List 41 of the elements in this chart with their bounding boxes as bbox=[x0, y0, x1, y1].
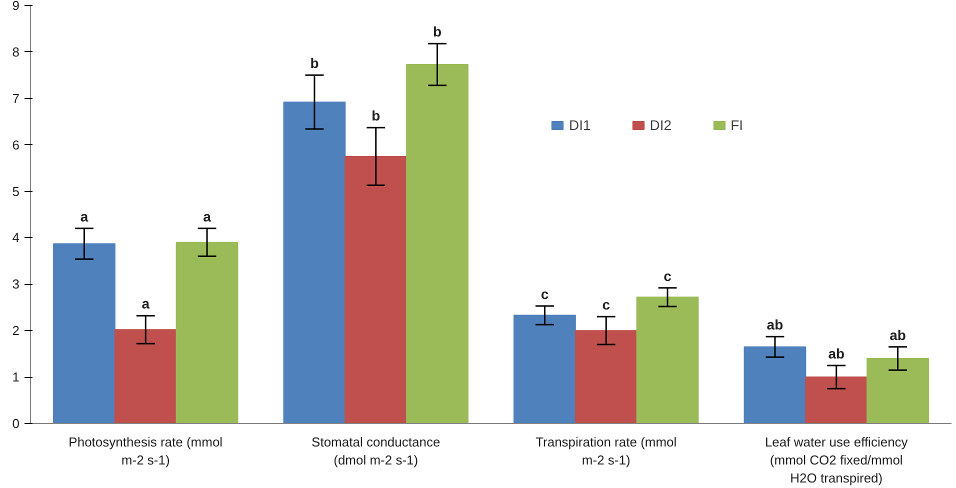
data-label: b bbox=[310, 55, 319, 72]
data-label: ab bbox=[766, 316, 784, 333]
x-tick-label: Leaf water use efficiency (mmol CO2 fixed/mmol H2O transpired) bbox=[764, 434, 908, 486]
legend-label: DI1 bbox=[569, 117, 591, 133]
y-tick-label: 3 bbox=[12, 276, 20, 292]
data-label: c bbox=[602, 296, 610, 313]
y-tick-label: 4 bbox=[12, 230, 20, 246]
data-label: c bbox=[664, 268, 672, 284]
bar bbox=[805, 376, 868, 424]
y-tick-label: 0 bbox=[12, 416, 20, 431]
data-label: b bbox=[433, 24, 442, 40]
bar bbox=[866, 358, 929, 424]
data-label: a bbox=[142, 296, 150, 312]
bar bbox=[344, 156, 408, 424]
bar bbox=[406, 64, 468, 424]
bar bbox=[283, 102, 346, 424]
data-label: a bbox=[203, 208, 212, 224]
y-tick-label: 7 bbox=[12, 90, 20, 106]
bar bbox=[176, 242, 238, 424]
y-tick-label: 8 bbox=[12, 44, 20, 60]
data-label: b bbox=[372, 108, 380, 124]
legend-label: DI2 bbox=[650, 117, 672, 133]
y-tick-label: 1 bbox=[12, 370, 20, 385]
x-tick-label: Transpiration rate (mmol m-2 s-1) bbox=[536, 434, 677, 468]
y-tick-label: 6 bbox=[12, 137, 20, 152]
bar bbox=[514, 314, 576, 424]
bar bbox=[574, 330, 638, 424]
legend-label: FI bbox=[730, 117, 744, 133]
x-tick-label: Stomatal conductance (dmol m-2 s-1) bbox=[312, 434, 440, 468]
y-tick-label: 5 bbox=[12, 184, 20, 199]
bar bbox=[744, 346, 806, 424]
data-label: ab bbox=[828, 345, 845, 362]
x-tick-label: Photosynthesis rate (mmol m-2 s-1) bbox=[68, 434, 223, 468]
y-tick-label: 2 bbox=[12, 323, 20, 338]
data-label: c bbox=[540, 286, 549, 302]
bar bbox=[636, 296, 699, 424]
bar bbox=[114, 329, 177, 424]
y-tick-label: 9 bbox=[12, 0, 20, 13]
bar bbox=[53, 243, 116, 424]
data-label: a bbox=[80, 208, 88, 224]
data-label: ab bbox=[890, 326, 906, 343]
